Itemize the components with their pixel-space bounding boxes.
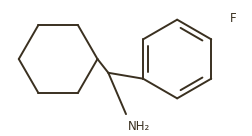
Text: F: F bbox=[229, 12, 236, 25]
Text: NH₂: NH₂ bbox=[128, 120, 150, 133]
